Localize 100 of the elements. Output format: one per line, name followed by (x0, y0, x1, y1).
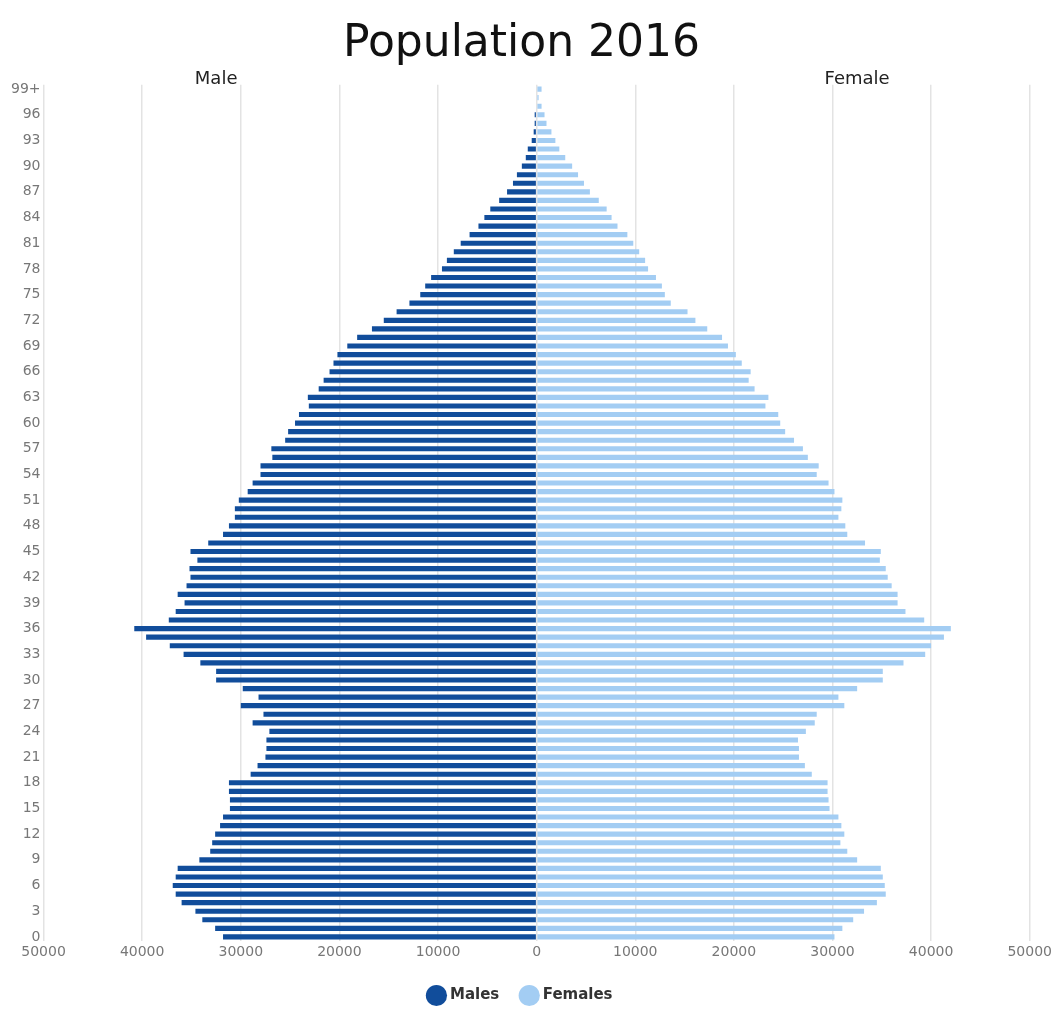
bar (446, 257, 536, 263)
bar (431, 274, 536, 281)
bar (537, 326, 708, 332)
bar (242, 685, 536, 692)
bar (537, 506, 842, 512)
bar (527, 146, 536, 152)
y-tick-label: 21 (22, 747, 41, 764)
bar (537, 489, 835, 495)
bar (223, 531, 536, 537)
y-tick-label: 66 (22, 362, 41, 379)
legend-label: Females (542, 985, 613, 1004)
bar (272, 454, 536, 460)
y-tick-label: 36 (22, 619, 41, 636)
x-tick-label: 0 (532, 943, 542, 960)
bar (177, 865, 536, 871)
bar (172, 882, 536, 889)
y-tick-label: 96 (22, 105, 41, 122)
y-tick-label: 57 (22, 439, 41, 456)
bar (215, 831, 536, 837)
bar (537, 523, 846, 529)
bar (175, 891, 536, 897)
bar (512, 180, 536, 186)
y-tick-label: 81 (22, 233, 41, 250)
bar (537, 891, 886, 897)
y-tick-label: 69 (22, 336, 41, 353)
bar (521, 163, 536, 169)
bar (537, 557, 880, 563)
annotation: Male (194, 67, 238, 89)
bar (537, 249, 640, 255)
bar (229, 805, 536, 812)
bar (537, 754, 799, 760)
bar (537, 155, 566, 161)
y-tick-label: 60 (22, 413, 41, 430)
bar (537, 720, 815, 726)
bar (537, 848, 848, 854)
bar (269, 728, 536, 734)
bar (537, 865, 881, 871)
bar (537, 403, 766, 409)
bar (537, 137, 556, 144)
bar (537, 240, 634, 246)
bar (537, 223, 618, 229)
bar (537, 711, 817, 717)
bar (323, 377, 536, 383)
bar (307, 394, 536, 400)
bar (537, 745, 799, 752)
y-tick-label: 99+ (11, 79, 41, 96)
bar (537, 266, 649, 272)
bar (425, 283, 536, 289)
bar (537, 352, 736, 358)
bar (298, 411, 536, 418)
bar (537, 86, 542, 92)
bar (537, 463, 819, 469)
bar (420, 292, 536, 298)
bar (223, 814, 536, 820)
bar (258, 694, 536, 700)
bar (190, 574, 536, 580)
y-tick-label: 75 (22, 285, 41, 302)
bar (537, 429, 786, 435)
bar (266, 737, 536, 743)
bar (537, 566, 886, 572)
bar (537, 292, 665, 298)
bar (537, 197, 599, 203)
bar (537, 480, 829, 486)
bar (318, 386, 536, 392)
bar (537, 283, 662, 289)
bar (234, 506, 536, 512)
bar (537, 309, 688, 315)
bar (537, 514, 839, 520)
bar (371, 326, 536, 332)
bar (146, 634, 536, 640)
y-tick-label: 39 (22, 593, 41, 610)
bar (537, 437, 795, 443)
bar (533, 129, 536, 135)
bar (537, 668, 883, 674)
bar (537, 206, 607, 212)
y-tick-label: 27 (22, 696, 41, 713)
bar (537, 934, 835, 940)
bar (537, 703, 845, 709)
x-tick-label: 20000 (317, 943, 362, 960)
bar (134, 626, 536, 632)
bar (229, 797, 536, 803)
bar (537, 874, 883, 880)
bar (537, 120, 547, 126)
bar (537, 608, 906, 615)
bar (537, 420, 781, 426)
bar (216, 677, 536, 683)
bar (409, 300, 536, 306)
bar (507, 189, 536, 195)
y-tick-label: 87 (22, 182, 41, 199)
x-tick-label: 30000 (810, 943, 855, 960)
bar (175, 608, 536, 615)
bar (441, 266, 536, 272)
bar (537, 900, 877, 906)
bar (181, 900, 536, 906)
bar (240, 703, 536, 709)
bar (537, 112, 545, 118)
bar (347, 343, 536, 349)
bar (288, 429, 536, 435)
bar (186, 583, 536, 589)
y-tick-label: 3 (31, 901, 41, 918)
